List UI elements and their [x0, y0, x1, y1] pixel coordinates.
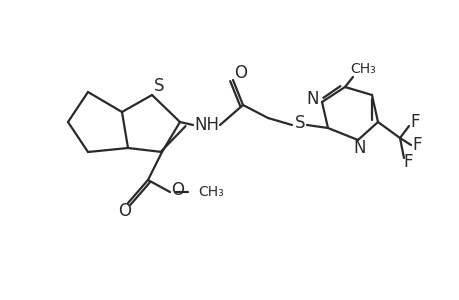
- Text: CH₃: CH₃: [197, 185, 223, 199]
- Text: N: N: [306, 90, 319, 108]
- Text: NH: NH: [194, 116, 219, 134]
- Text: S: S: [294, 114, 305, 132]
- Text: F: F: [411, 136, 421, 154]
- Text: N: N: [353, 139, 365, 157]
- Text: O: O: [171, 181, 184, 199]
- Text: O: O: [118, 202, 131, 220]
- Text: S: S: [153, 77, 164, 95]
- Text: F: F: [409, 113, 419, 131]
- Text: O: O: [234, 64, 247, 82]
- Text: F: F: [403, 153, 412, 171]
- Text: CH₃: CH₃: [349, 62, 375, 76]
